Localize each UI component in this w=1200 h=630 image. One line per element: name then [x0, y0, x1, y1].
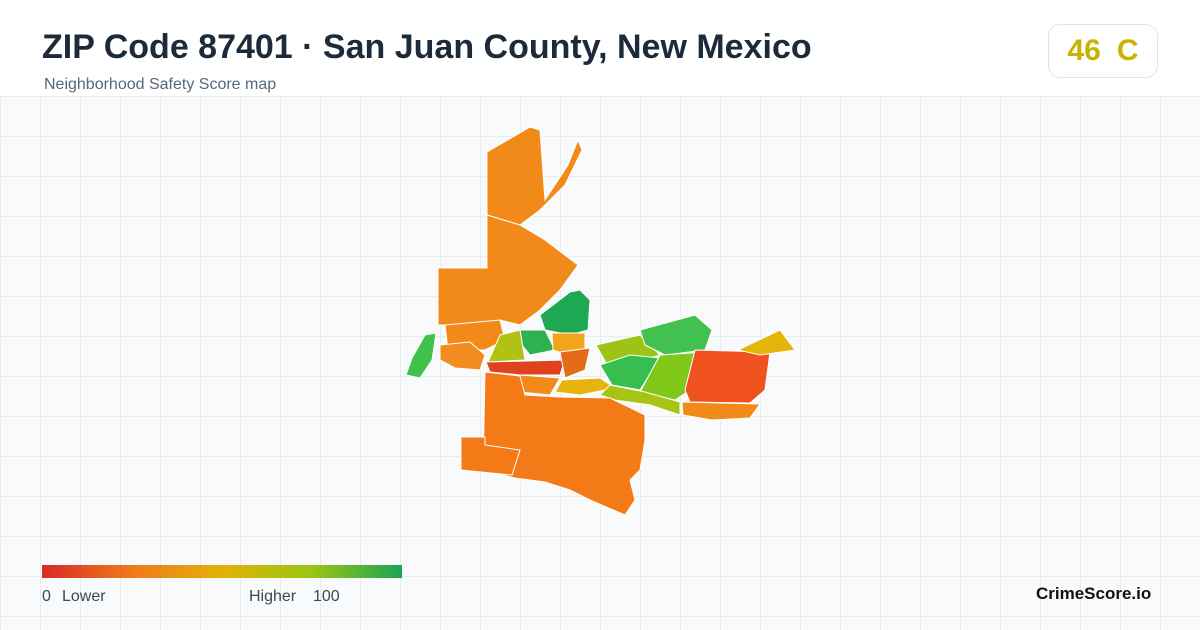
region [684, 349, 771, 404]
header [0, 0, 1200, 97]
brand: CrimeScore.io [1036, 584, 1152, 603]
region [736, 329, 796, 356]
legend-gradient [42, 565, 402, 578]
region [519, 374, 561, 396]
grade: C [1116, 34, 1139, 67]
score: 46 [1067, 34, 1101, 67]
region [486, 126, 583, 226]
legend-min-label: Lower [62, 588, 106, 605]
region [599, 384, 681, 416]
legend-max-label: Higher [249, 588, 297, 605]
region [519, 329, 556, 356]
region [405, 332, 437, 379]
subtitle: Neighborhood Safety Score map [44, 76, 277, 93]
region [559, 347, 591, 379]
region [554, 377, 617, 396]
region [437, 214, 579, 326]
title: ZIP Code 87401 · San Juan County, New Me… [42, 28, 812, 66]
region [485, 359, 566, 376]
legend-min: 0 [42, 588, 51, 605]
score-badge: 46 C [1048, 24, 1158, 78]
region [681, 401, 761, 421]
region [482, 371, 646, 516]
legend-max: 100 [313, 588, 340, 605]
region [487, 329, 526, 363]
region [539, 289, 591, 336]
region [460, 436, 521, 476]
region [439, 341, 486, 371]
